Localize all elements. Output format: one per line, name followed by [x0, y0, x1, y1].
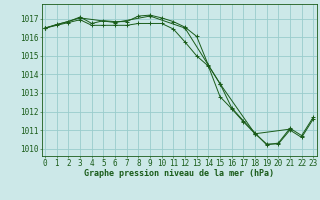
X-axis label: Graphe pression niveau de la mer (hPa): Graphe pression niveau de la mer (hPa)	[84, 169, 274, 178]
